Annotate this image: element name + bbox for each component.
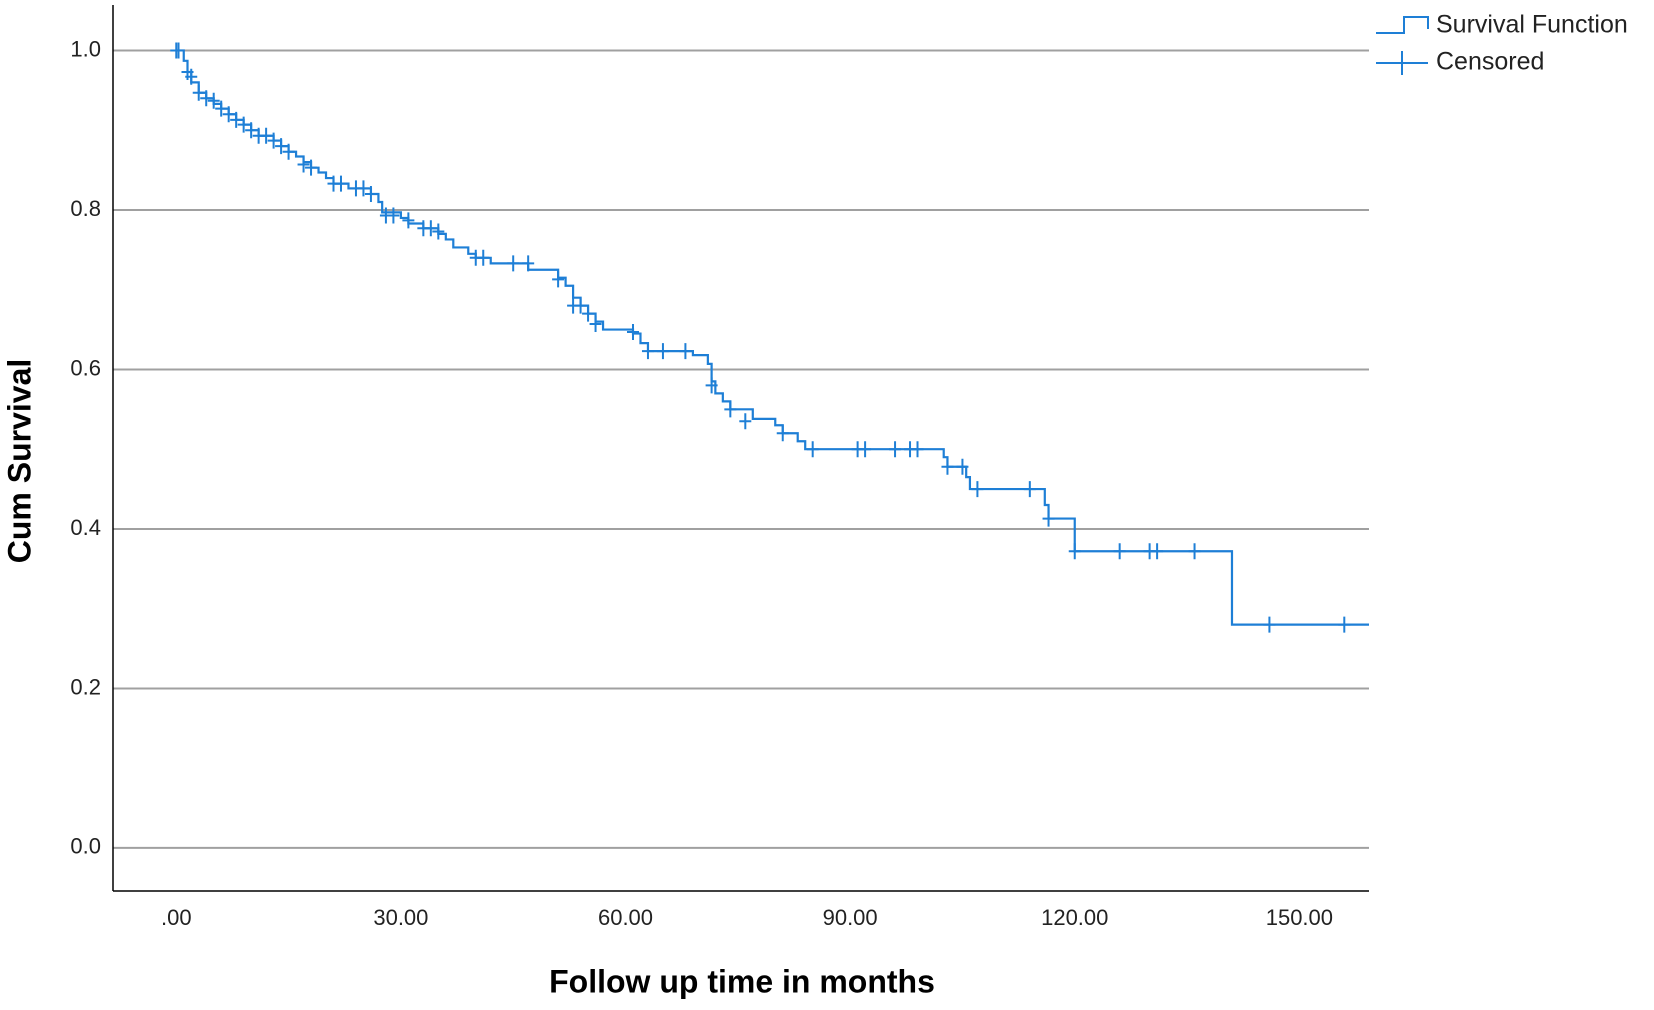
x-tick-label: 90.00 — [823, 905, 878, 930]
legend-swatch — [1376, 51, 1428, 75]
censored-mark — [222, 106, 235, 123]
censored-mark — [185, 68, 198, 85]
censored-mark — [507, 255, 520, 272]
y-tick-label: 1.0 — [70, 36, 101, 61]
censored-mark — [282, 143, 295, 160]
censored-mark — [432, 223, 445, 240]
censored-mark — [656, 343, 669, 360]
censored-mark — [1263, 616, 1276, 633]
censored-mark — [626, 323, 639, 340]
censored-mark — [806, 441, 819, 458]
censored-mark — [1042, 510, 1055, 527]
legend-label: Censored — [1436, 48, 1544, 76]
censored-mark — [357, 180, 370, 197]
censored-mark — [776, 425, 789, 442]
censored-mark — [552, 271, 565, 288]
censored-mark — [334, 175, 347, 192]
x-tick-label: 120.00 — [1041, 905, 1108, 930]
censored-mark — [305, 159, 318, 176]
censored-mark — [1113, 543, 1126, 560]
censored-mark — [267, 132, 280, 149]
censored-mark — [172, 42, 185, 59]
censored-mark — [582, 305, 595, 322]
x-tick-label: .00 — [161, 905, 192, 930]
censored-mark — [956, 458, 969, 475]
censored-mark — [941, 458, 954, 475]
censored-mark — [705, 377, 718, 394]
legend-swatch — [1376, 16, 1429, 34]
censored-mark — [364, 186, 377, 203]
survival-curve — [176, 49, 1369, 626]
censored-mark — [724, 401, 737, 418]
censored-mark — [889, 441, 902, 458]
censored-mark — [245, 122, 258, 139]
y-tick-label: 0.4 — [70, 515, 101, 540]
censored-mark — [230, 111, 243, 128]
censored-mark — [1188, 543, 1201, 560]
censored-mark — [1338, 616, 1351, 633]
censored-mark — [260, 127, 273, 144]
censored-mark — [522, 255, 535, 272]
censored-mark — [402, 212, 415, 229]
y-tick-label: 0.0 — [70, 834, 101, 859]
censored-mark — [971, 481, 984, 498]
legend-label: Survival Function — [1436, 11, 1628, 39]
x-tick-label: 60.00 — [598, 905, 653, 930]
censored-mark — [200, 90, 213, 107]
censored-mark — [574, 297, 587, 314]
y-tick-label: 0.2 — [70, 674, 101, 699]
censored-mark — [297, 156, 310, 173]
censored-mark — [207, 92, 220, 109]
censored-mark — [911, 441, 924, 458]
censored-mark — [589, 315, 602, 332]
censored-mark — [387, 207, 400, 224]
y-tick-label: 0.8 — [70, 196, 101, 221]
censored-mark — [1023, 481, 1036, 498]
censored-mark — [739, 413, 752, 430]
censored-mark — [641, 343, 654, 360]
censored-mark — [215, 100, 228, 117]
censored-mark — [859, 441, 872, 458]
censored-mark — [237, 116, 250, 133]
x-axis-title: Follow up time in months — [549, 963, 935, 999]
censored-mark — [424, 220, 437, 237]
censored-mark — [192, 84, 205, 101]
y-axis-title: Cum Survival — [1, 359, 37, 564]
censored-mark — [679, 343, 692, 360]
x-tick-label: 150.00 — [1266, 905, 1333, 930]
censored-mark — [275, 138, 288, 155]
censored-mark — [477, 249, 490, 266]
y-tick-label: 0.6 — [70, 355, 101, 380]
censored-mark — [1151, 543, 1164, 560]
x-tick-label: 30.00 — [373, 905, 428, 930]
censored-mark — [1068, 543, 1081, 560]
